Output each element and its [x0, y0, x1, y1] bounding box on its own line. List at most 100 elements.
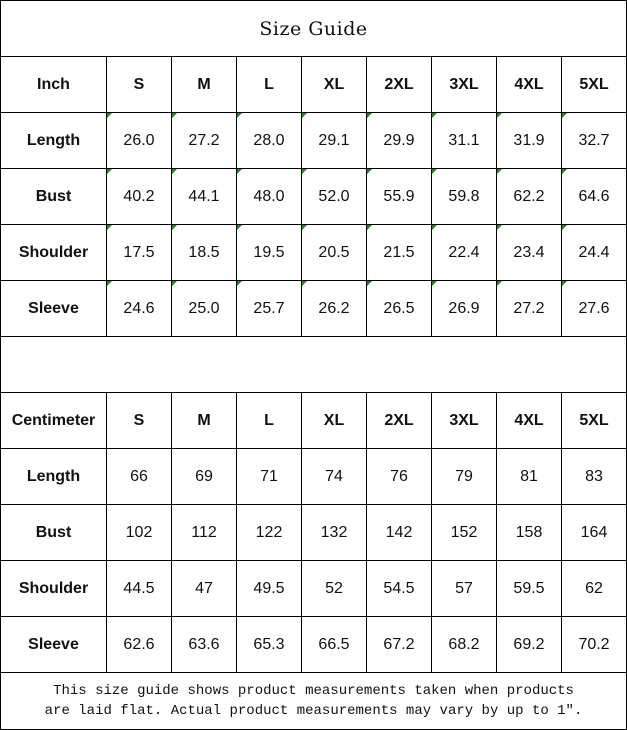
table-row: Length 66 69 71 74 76 79 81 83: [0, 448, 627, 505]
value-cell: 25.7: [236, 280, 302, 337]
size-header: 5XL: [560, 56, 627, 113]
value-cell: 70.2: [560, 616, 627, 673]
note-line-2: are laid flat. Actual product measuremen…: [44, 703, 583, 719]
value-cell: 67.2: [366, 616, 432, 673]
centimeter-header-row: Centimeter S M L XL 2XL 3XL 4XL 5XL: [0, 392, 627, 449]
spacer-cell: [0, 336, 627, 393]
size-header: S: [106, 392, 172, 449]
value-cell: 68.2: [431, 616, 497, 673]
value-cell: 62: [560, 560, 627, 617]
value-cell: 62.6: [106, 616, 172, 673]
value-cell: 31.9: [496, 112, 562, 169]
value-cell: 26.2: [301, 280, 367, 337]
table-row: Sleeve 62.6 63.6 65.3 66.5 67.2 68.2 69.2 70.2: [0, 616, 627, 673]
value-cell: 24.4: [560, 224, 627, 281]
value-cell: 21.5: [366, 224, 432, 281]
size-header: 3XL: [431, 56, 497, 113]
size-header: 5XL: [560, 392, 627, 449]
value-cell: 64.6: [560, 168, 627, 225]
row-label: Shoulder: [0, 224, 107, 281]
unit-label: Centimeter: [0, 392, 107, 449]
table-row: Bust 102 112 122 132 142 152 158 164: [0, 504, 627, 561]
row-label: Shoulder: [0, 560, 107, 617]
value-cell: 71: [236, 448, 302, 505]
value-cell: 79: [431, 448, 497, 505]
value-cell: 66: [106, 448, 172, 505]
size-header: 4XL: [496, 392, 562, 449]
table-row: Shoulder 44.5 47 49.5 52 54.5 57 59.5 62: [0, 560, 627, 617]
size-header: L: [236, 56, 302, 113]
value-cell: 52: [301, 560, 367, 617]
table-row: Bust 40.2 44.1 48.0 52.0 55.9 59.8 62.2 64.6: [0, 168, 627, 225]
note-row: This size guide shows product measuremen…: [0, 672, 627, 730]
table-row: Length 26.0 27.2 28.0 29.1 29.9 31.1 31.9 32.7: [0, 112, 627, 169]
value-cell: 102: [106, 504, 172, 561]
value-cell: 23.4: [496, 224, 562, 281]
value-cell: 122: [236, 504, 302, 561]
value-cell: 152: [431, 504, 497, 561]
row-label: Bust: [0, 504, 107, 561]
value-cell: 54.5: [366, 560, 432, 617]
value-cell: 40.2: [106, 168, 172, 225]
value-cell: 27.2: [496, 280, 562, 337]
size-header: 2XL: [366, 392, 432, 449]
value-cell: 26.9: [431, 280, 497, 337]
value-cell: 62.2: [496, 168, 562, 225]
row-label: Sleeve: [0, 616, 107, 673]
value-cell: 83: [560, 448, 627, 505]
size-header: 2XL: [366, 56, 432, 113]
unit-label: Inch: [0, 56, 107, 113]
value-cell: 26.0: [106, 112, 172, 169]
size-guide-title: Size Guide: [0, 0, 627, 57]
value-cell: 26.5: [366, 280, 432, 337]
value-cell: 65.3: [236, 616, 302, 673]
note-line-1: This size guide shows product measuremen…: [53, 683, 574, 699]
size-header: 3XL: [431, 392, 497, 449]
value-cell: 132: [301, 504, 367, 561]
row-label: Sleeve: [0, 280, 107, 337]
value-cell: 29.9: [366, 112, 432, 169]
inch-header-row: Inch S M L XL 2XL 3XL 4XL 5XL: [0, 56, 627, 113]
value-cell: 112: [171, 504, 237, 561]
value-cell: 76: [366, 448, 432, 505]
size-header: 4XL: [496, 56, 562, 113]
value-cell: 28.0: [236, 112, 302, 169]
size-header: M: [171, 56, 237, 113]
value-cell: 59.8: [431, 168, 497, 225]
row-label: Length: [0, 112, 107, 169]
value-cell: 59.5: [496, 560, 562, 617]
size-header: S: [106, 56, 172, 113]
value-cell: 19.5: [236, 224, 302, 281]
size-header: L: [236, 392, 302, 449]
value-cell: 69.2: [496, 616, 562, 673]
value-cell: 44.5: [106, 560, 172, 617]
table-row: Sleeve 24.6 25.0 25.7 26.2 26.5 26.9 27.2 27.6: [0, 280, 627, 337]
value-cell: 27.6: [560, 280, 627, 337]
value-cell: 48.0: [236, 168, 302, 225]
value-cell: 24.6: [106, 280, 172, 337]
value-cell: 17.5: [106, 224, 172, 281]
value-cell: 47: [171, 560, 237, 617]
value-cell: 158: [496, 504, 562, 561]
value-cell: 63.6: [171, 616, 237, 673]
value-cell: 74: [301, 448, 367, 505]
value-cell: 22.4: [431, 224, 497, 281]
size-header: XL: [301, 392, 367, 449]
value-cell: 31.1: [431, 112, 497, 169]
size-header: M: [171, 392, 237, 449]
value-cell: 55.9: [366, 168, 432, 225]
value-cell: 57: [431, 560, 497, 617]
row-label: Length: [0, 448, 107, 505]
value-cell: 27.2: [171, 112, 237, 169]
value-cell: 25.0: [171, 280, 237, 337]
value-cell: 20.5: [301, 224, 367, 281]
value-cell: 49.5: [236, 560, 302, 617]
value-cell: 29.1: [301, 112, 367, 169]
value-cell: 66.5: [301, 616, 367, 673]
value-cell: 69: [171, 448, 237, 505]
value-cell: 18.5: [171, 224, 237, 281]
measurement-note: This size guide shows product measuremen…: [0, 672, 627, 730]
row-label: Bust: [0, 168, 107, 225]
value-cell: 32.7: [560, 112, 627, 169]
